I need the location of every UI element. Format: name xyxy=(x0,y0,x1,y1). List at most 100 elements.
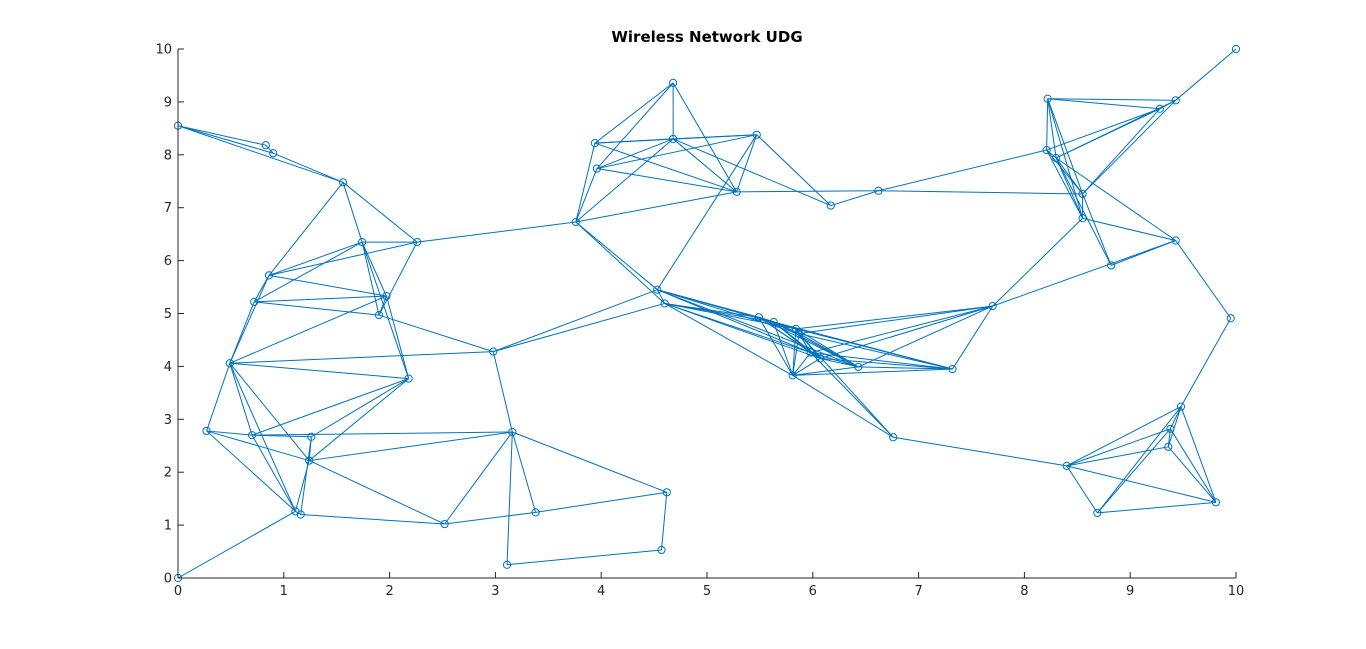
edge-132 xyxy=(792,374,894,438)
node-18 xyxy=(296,510,305,519)
edge-185 xyxy=(1066,465,1217,503)
node-23 xyxy=(502,560,512,569)
edges-layer xyxy=(177,48,1237,579)
edge-181 xyxy=(1169,428,1217,503)
node-55 xyxy=(1078,214,1087,223)
node-28 xyxy=(590,139,599,148)
node-6 xyxy=(264,271,274,280)
edge-145 xyxy=(992,240,1176,307)
edge-48 xyxy=(309,431,513,462)
edge-86 xyxy=(878,190,1083,195)
node-21 xyxy=(508,427,517,437)
edge-36 xyxy=(492,351,513,433)
edge-126 xyxy=(798,305,993,335)
edge-61 xyxy=(575,143,596,223)
node-40 xyxy=(794,329,804,338)
x-tick-label-0: 0 xyxy=(174,584,182,599)
node-44 xyxy=(854,362,863,372)
node-11 xyxy=(404,374,413,383)
node-59 xyxy=(1176,402,1186,411)
edge-62 xyxy=(575,168,598,223)
edge-67 xyxy=(594,82,674,144)
node-64 xyxy=(1211,498,1220,507)
node-41 xyxy=(788,371,797,380)
node-1 xyxy=(261,141,270,150)
node-36 xyxy=(660,299,669,308)
x-tick-label-9: 9 xyxy=(1126,584,1134,599)
edge-85 xyxy=(878,149,1047,192)
edge-7 xyxy=(268,181,344,276)
node-32 xyxy=(732,187,741,196)
edge-10 xyxy=(253,241,363,303)
edge-16 xyxy=(417,221,576,243)
edge-157 xyxy=(1175,48,1237,101)
node-62 xyxy=(1062,461,1071,470)
edge-74 xyxy=(596,138,674,170)
edge-174 xyxy=(1167,406,1182,447)
node-2 xyxy=(269,149,278,158)
edge-15 xyxy=(378,241,418,316)
edge-175 xyxy=(1066,406,1182,467)
chart-title: Wireless Network UDG xyxy=(611,28,802,46)
node-58 xyxy=(1226,314,1235,323)
edge-46 xyxy=(294,460,310,512)
edge-119 xyxy=(795,328,953,370)
edge-35 xyxy=(308,378,409,461)
edge-163 xyxy=(1055,157,1083,195)
edge-54 xyxy=(511,431,537,513)
edge-131 xyxy=(792,368,953,376)
node-12 xyxy=(489,347,498,356)
edge-76 xyxy=(596,168,737,193)
edge-162 xyxy=(1046,149,1084,219)
edge-127 xyxy=(798,333,894,438)
edge-154 xyxy=(1046,108,1160,151)
edge-143 xyxy=(952,305,994,370)
node-57 xyxy=(1107,261,1116,270)
edge-13 xyxy=(361,241,410,379)
edge-184 xyxy=(1066,465,1098,514)
node-50 xyxy=(1171,96,1180,105)
edge-186 xyxy=(1097,501,1216,514)
edge-158 xyxy=(1055,99,1176,159)
edge-50 xyxy=(177,510,296,579)
edge-56 xyxy=(512,431,667,493)
node-29 xyxy=(592,164,602,173)
edge-149 xyxy=(1046,98,1049,151)
edge-78 xyxy=(672,138,737,193)
node-51 xyxy=(1231,44,1241,54)
edge-164 xyxy=(1055,157,1084,219)
y-tick-label-7: 7 xyxy=(164,201,172,216)
edge-2 xyxy=(177,125,344,183)
edge-70 xyxy=(596,82,674,169)
x-tick-label-6: 6 xyxy=(809,584,817,599)
edge-139 xyxy=(820,357,953,370)
edge-147 xyxy=(1047,98,1160,110)
y-tick-label-5: 5 xyxy=(164,307,172,322)
edge-31 xyxy=(229,362,310,461)
node-53 xyxy=(1052,153,1061,163)
node-60 xyxy=(1166,424,1175,433)
edge-173 xyxy=(1169,406,1182,430)
edge-80 xyxy=(736,134,758,192)
edge-43 xyxy=(252,431,513,436)
edge-58 xyxy=(506,549,662,566)
edge-121 xyxy=(792,333,800,376)
edge-83 xyxy=(736,190,879,193)
node-34 xyxy=(874,186,883,195)
edge-142 xyxy=(858,305,993,368)
edge-24 xyxy=(229,295,387,364)
x-tick-label-8: 8 xyxy=(1020,584,1028,599)
axes: 0 1 2 3 4 5 6 7 8 9 10 0 1 2 3 4 5 6 7 8 9 10 xyxy=(155,43,1244,600)
node-48 xyxy=(1043,94,1052,103)
y-tick-label-0: 0 xyxy=(164,572,172,587)
edge-22 xyxy=(229,301,255,364)
x-tick-label-2: 2 xyxy=(385,584,393,599)
x-tick-label-10: 10 xyxy=(1228,584,1245,599)
edge-136 xyxy=(810,305,993,354)
edge-151 xyxy=(1047,98,1084,195)
edge-27 xyxy=(229,362,409,380)
edge-5 xyxy=(342,182,363,243)
edge-169 xyxy=(1082,217,1176,241)
node-49 xyxy=(1155,104,1164,113)
edge-9 xyxy=(268,241,363,276)
